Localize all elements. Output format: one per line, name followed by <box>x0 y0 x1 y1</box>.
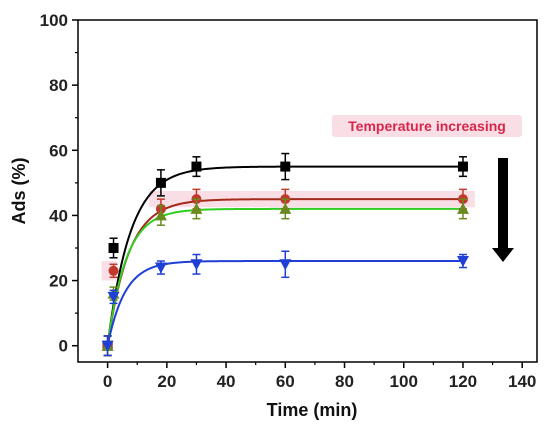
data-point <box>154 262 167 274</box>
data-point <box>279 259 292 271</box>
x-tick-label: 60 <box>276 372 295 391</box>
data-point <box>191 161 202 172</box>
data-point <box>155 177 166 188</box>
data-point <box>456 202 469 214</box>
x-axis-title: Time (min) <box>267 400 358 420</box>
y-tick-label: 0 <box>59 337 68 356</box>
data-point <box>280 161 291 172</box>
data-point <box>190 202 203 214</box>
y-tick-label: 20 <box>49 272 68 291</box>
data-point <box>101 340 114 352</box>
down-arrow-icon <box>492 158 514 262</box>
y-tick-label: 80 <box>49 76 68 95</box>
x-tick-label: 140 <box>508 372 536 391</box>
data-point <box>190 259 203 271</box>
annotation: Temperature increasing <box>332 115 522 262</box>
data-point <box>457 161 468 172</box>
y-axis-title: Ads (%) <box>9 157 29 224</box>
x-tick-label: 80 <box>335 372 354 391</box>
y-tick-label: 60 <box>49 141 68 160</box>
y-tick-label: 40 <box>49 206 68 225</box>
annotation-highlight <box>332 115 522 137</box>
x-tick-label: 100 <box>390 372 418 391</box>
x-tick-label: 0 <box>103 372 112 391</box>
data-point <box>108 265 119 276</box>
annotation-text: Temperature increasing <box>348 118 506 134</box>
x-tick-label: 40 <box>217 372 236 391</box>
data-point <box>107 291 120 303</box>
plot-frame <box>77 19 538 363</box>
data-point <box>456 256 469 268</box>
data-point <box>279 202 292 214</box>
x-tick-label: 20 <box>157 372 176 391</box>
data-point <box>154 209 167 221</box>
data-point <box>108 243 119 253</box>
y-tick-label: 100 <box>40 11 68 30</box>
x-tick-label: 120 <box>449 372 477 391</box>
